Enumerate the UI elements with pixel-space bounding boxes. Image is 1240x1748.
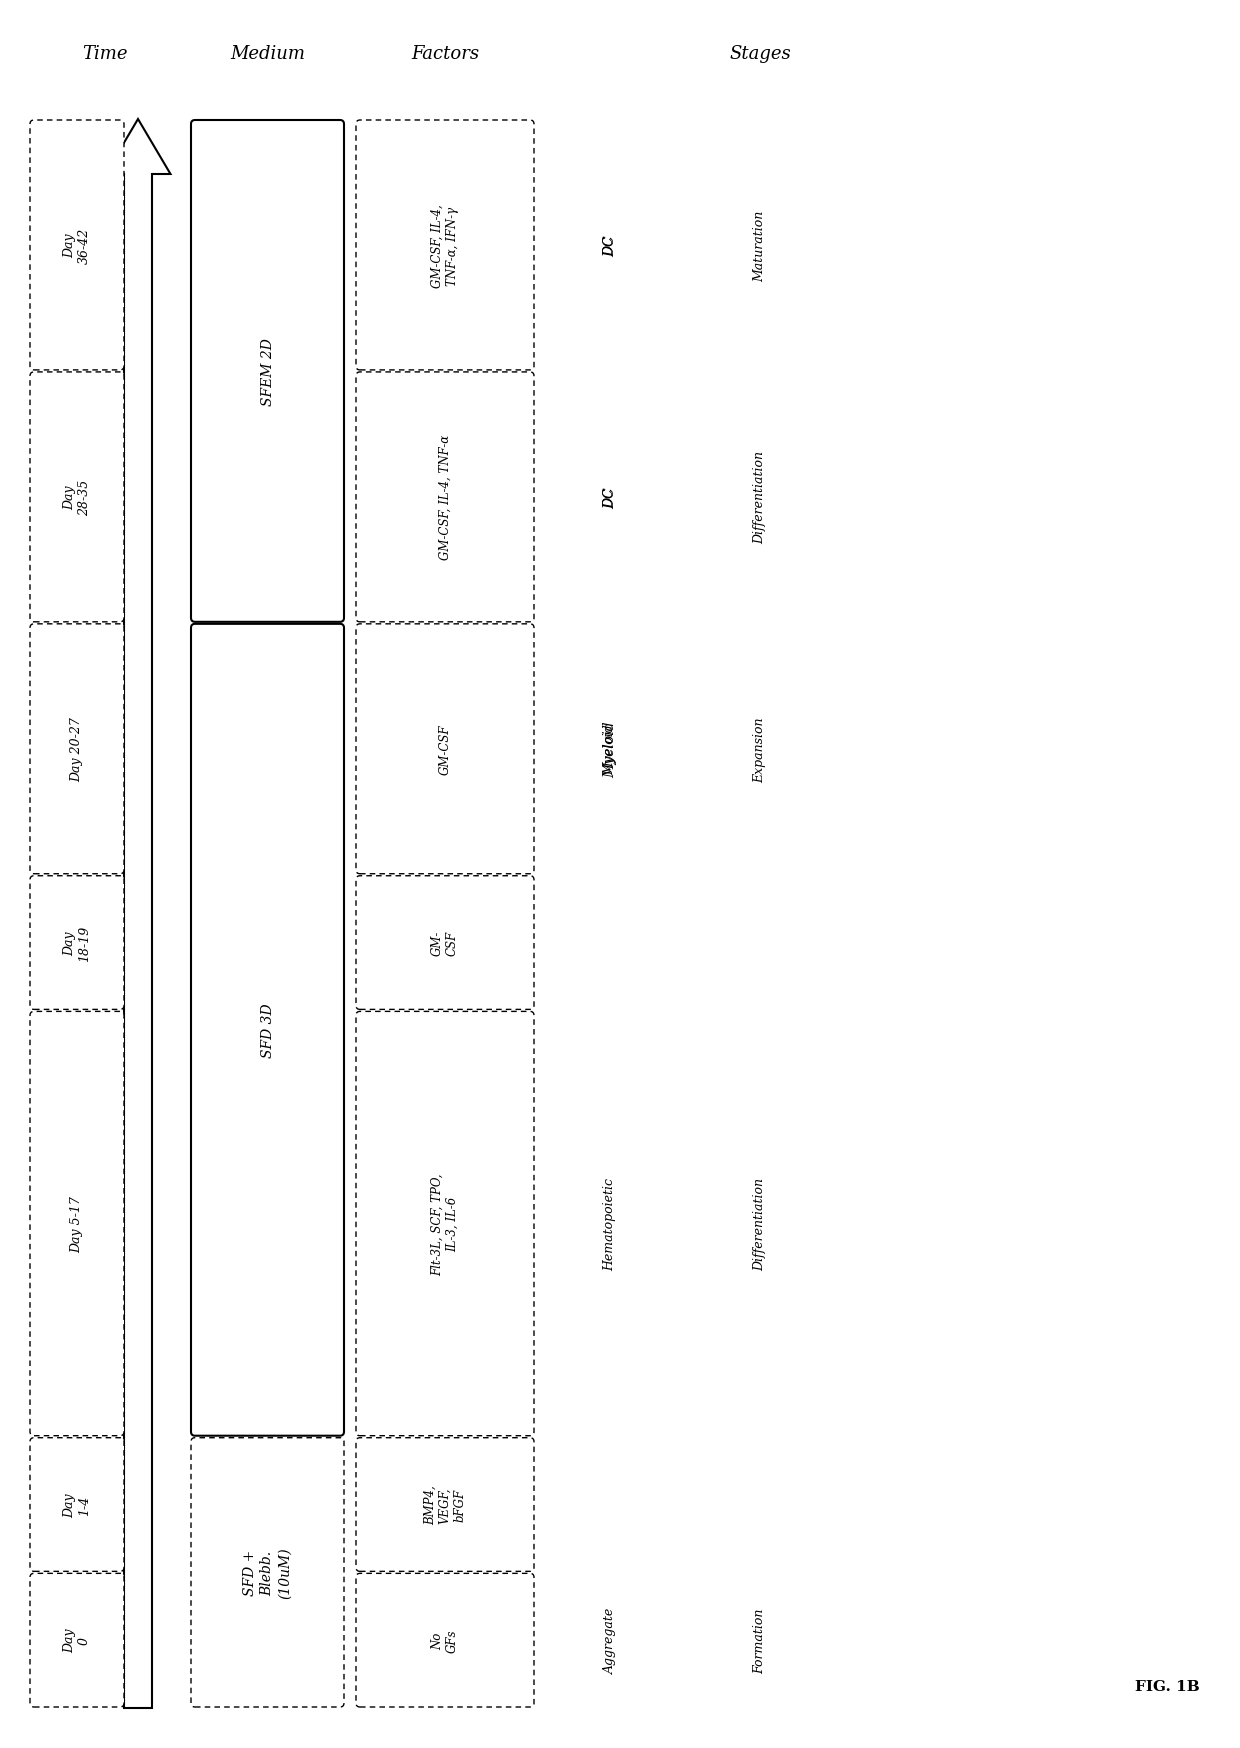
- Text: Day 5-17: Day 5-17: [71, 1196, 83, 1252]
- FancyBboxPatch shape: [356, 624, 534, 874]
- FancyBboxPatch shape: [356, 1439, 534, 1571]
- Text: Day 20-27: Day 20-27: [71, 717, 83, 781]
- FancyBboxPatch shape: [191, 1439, 343, 1708]
- Text: BMP4,
VEGF,
bFGF: BMP4, VEGF, bFGF: [424, 1484, 466, 1524]
- Text: Day
18-19: Day 18-19: [63, 925, 91, 961]
- Text: GM-
CSF: GM- CSF: [432, 930, 459, 956]
- Text: Factors: Factors: [410, 45, 479, 63]
- Text: Maturation: Maturation: [754, 210, 766, 281]
- FancyBboxPatch shape: [30, 876, 124, 1010]
- FancyBboxPatch shape: [30, 624, 124, 874]
- Text: GM-CSF: GM-CSF: [439, 724, 451, 774]
- FancyBboxPatch shape: [30, 1573, 124, 1708]
- FancyBboxPatch shape: [356, 121, 534, 371]
- FancyBboxPatch shape: [356, 1573, 534, 1708]
- Text: Flt-3L, SCF, TPO,
IL-3, IL-6: Flt-3L, SCF, TPO, IL-3, IL-6: [432, 1173, 459, 1274]
- Text: GM-CSF, IL-4, TNF-α: GM-CSF, IL-4, TNF-α: [439, 435, 451, 559]
- Text: DC: DC: [604, 236, 616, 255]
- FancyBboxPatch shape: [356, 876, 534, 1010]
- Text: Hematopoietic: Hematopoietic: [604, 1178, 616, 1271]
- Polygon shape: [105, 121, 171, 1708]
- Text: Formation: Formation: [754, 1608, 766, 1673]
- Text: Day
0: Day 0: [63, 1627, 91, 1652]
- FancyBboxPatch shape: [191, 121, 343, 622]
- FancyBboxPatch shape: [30, 1439, 124, 1571]
- Text: Myeloid: Myeloid: [603, 722, 618, 778]
- Text: Medium: Medium: [229, 45, 305, 63]
- Text: Time: Time: [82, 45, 128, 63]
- Text: No
GFs: No GFs: [432, 1629, 459, 1652]
- Text: Day
36-42: Day 36-42: [63, 227, 91, 264]
- Text: DC: DC: [603, 234, 618, 257]
- Text: Expansion: Expansion: [754, 717, 766, 781]
- FancyBboxPatch shape: [30, 121, 124, 371]
- FancyBboxPatch shape: [191, 624, 343, 1435]
- Text: Aggregate: Aggregate: [604, 1606, 616, 1673]
- Text: DC: DC: [603, 486, 618, 509]
- FancyBboxPatch shape: [30, 372, 124, 622]
- Text: Myeloid: Myeloid: [604, 724, 616, 774]
- FancyBboxPatch shape: [30, 1012, 124, 1435]
- Text: SFD +
Blebb.
(10uM): SFD + Blebb. (10uM): [243, 1547, 291, 1598]
- Text: FIG. 1B: FIG. 1B: [1136, 1680, 1200, 1694]
- Text: Day
1-4: Day 1-4: [63, 1493, 91, 1517]
- Text: Differentiation: Differentiation: [754, 1178, 766, 1271]
- Text: DC: DC: [604, 488, 616, 507]
- Text: GM-CSF, IL-4,
TNF-α, IFN-γ: GM-CSF, IL-4, TNF-α, IFN-γ: [432, 205, 459, 288]
- Text: Stages: Stages: [729, 45, 791, 63]
- Text: SFD 3D: SFD 3D: [260, 1003, 274, 1058]
- Text: Day
28-35: Day 28-35: [63, 479, 91, 516]
- FancyBboxPatch shape: [356, 372, 534, 622]
- Text: Differentiation: Differentiation: [754, 451, 766, 544]
- FancyBboxPatch shape: [356, 1012, 534, 1435]
- Text: SFEM 2D: SFEM 2D: [260, 337, 274, 406]
